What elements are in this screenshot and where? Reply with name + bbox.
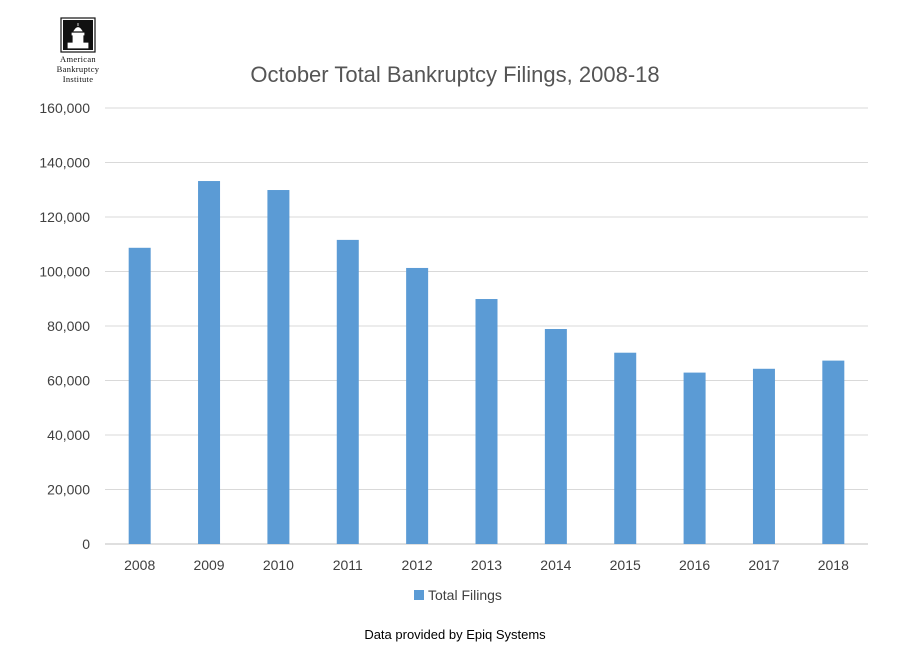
source-note: Data provided by Epiq Systems xyxy=(364,627,546,642)
x-axis-tick-labels: 2008 2009 2010 2011 2012 2013 2014 2015 2016 2017… xyxy=(124,557,849,573)
x-tick-label: 2012 xyxy=(402,557,433,573)
legend: Total Filings xyxy=(414,587,502,603)
bar-2014 xyxy=(544,328,567,544)
abi-logo: American Bankruptcy Institute xyxy=(57,17,100,84)
x-tick-label: 2014 xyxy=(540,557,571,573)
logo-line-3: Institute xyxy=(63,74,94,84)
x-tick-label: 2013 xyxy=(471,557,502,573)
bar-2015 xyxy=(614,352,637,544)
bars xyxy=(128,181,845,545)
bar-2013 xyxy=(475,299,498,544)
bar-2018 xyxy=(822,360,845,544)
x-tick-label: 2011 xyxy=(333,557,363,573)
x-tick-label: 2010 xyxy=(263,557,294,573)
bar-2008 xyxy=(128,247,151,545)
x-tick-label: 2008 xyxy=(124,557,155,573)
logo-frame xyxy=(60,17,96,53)
x-tick-label: 2015 xyxy=(610,557,641,573)
y-tick-label: 120,000 xyxy=(39,209,90,225)
bar-2016 xyxy=(683,372,706,544)
x-tick-label: 2017 xyxy=(748,557,779,573)
bar-2017 xyxy=(752,368,775,544)
y-tick-label: 20,000 xyxy=(47,482,90,498)
chart-title: October Total Bankruptcy Filings, 2008-1… xyxy=(250,62,659,87)
capitol-dome-icon xyxy=(67,23,89,49)
bar-2012 xyxy=(406,267,429,544)
bar-2011 xyxy=(336,239,359,544)
bar-2010 xyxy=(267,190,290,544)
legend-label: Total Filings xyxy=(428,587,502,603)
x-tick-label: 2018 xyxy=(818,557,849,573)
y-tick-label: 100,000 xyxy=(39,264,90,280)
y-tick-label: 60,000 xyxy=(47,373,90,389)
x-tick-label: 2009 xyxy=(193,557,224,573)
y-axis-tick-labels: 0 20,000 40,000 60,000 80,000 100,000 120,000 1… xyxy=(39,100,90,552)
logo-line-2: Bankruptcy xyxy=(57,64,100,74)
logo-line-1: American xyxy=(60,54,96,64)
y-tick-label: 140,000 xyxy=(39,155,90,171)
y-tick-label: 40,000 xyxy=(47,427,90,443)
legend-swatch xyxy=(414,590,424,600)
y-tick-label: 0 xyxy=(82,536,90,552)
y-tick-label: 160,000 xyxy=(39,100,90,116)
bar-2009 xyxy=(198,181,221,544)
y-tick-label: 80,000 xyxy=(47,318,90,334)
x-tick-label: 2016 xyxy=(679,557,710,573)
